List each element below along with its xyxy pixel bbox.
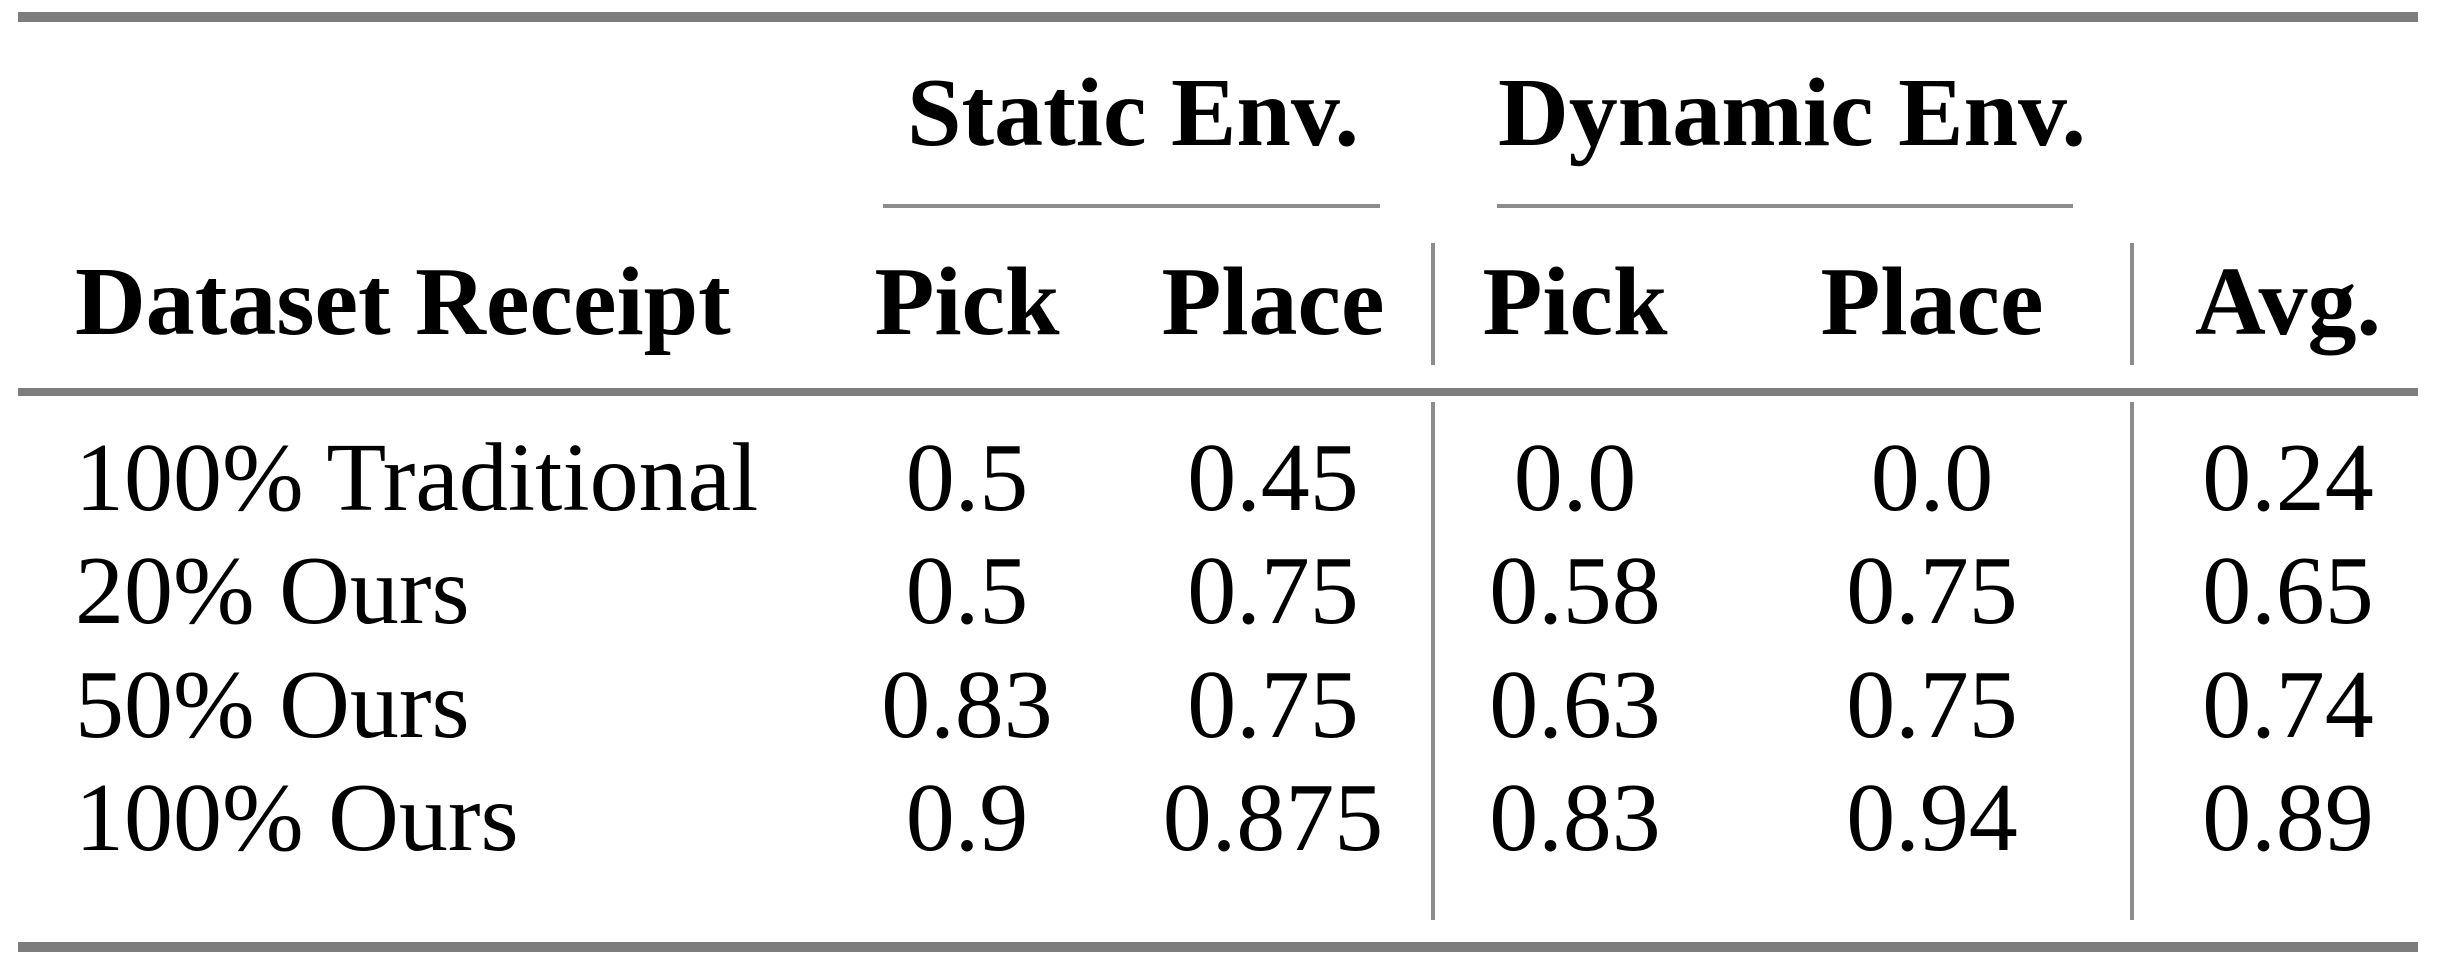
row-label-3: 50% Ours (75, 651, 470, 759)
column-group-dynamic-env: Dynamic Env. (1497, 59, 2087, 167)
top-rule (18, 12, 2418, 22)
header-body-divider-rule (18, 388, 2418, 396)
vertical-rule-static-dynamic-body (1431, 402, 1435, 920)
cell-r4-static-place: 0.875 (1162, 764, 1384, 872)
row-label-2: 20% Ours (75, 537, 470, 645)
vertical-rule-dynamic-avg-body (2130, 402, 2134, 920)
row-label-1: 100% Traditional (75, 424, 759, 532)
cell-r2-static-pick: 0.5 (905, 537, 1029, 645)
bottom-rule (18, 942, 2418, 952)
header-static-pick: Pick (874, 248, 1060, 356)
cell-r3-dynamic-place: 0.75 (1846, 651, 2018, 759)
header-avg: Avg. (2195, 248, 2381, 356)
cell-r2-dynamic-pick: 0.58 (1489, 537, 1661, 645)
column-group-static-env: Static Env. (907, 59, 1359, 167)
cell-r3-static-place: 0.75 (1187, 651, 1359, 759)
cell-r4-dynamic-place: 0.94 (1846, 764, 2018, 872)
cell-r1-avg: 0.24 (2202, 424, 2374, 532)
cell-r4-avg: 0.89 (2202, 764, 2374, 872)
row-label-4: 100% Ours (75, 764, 519, 872)
cell-r2-avg: 0.65 (2202, 537, 2374, 645)
cell-r4-static-pick: 0.9 (905, 764, 1029, 872)
cell-r1-static-pick: 0.5 (905, 424, 1029, 532)
static-env-underline-rule (883, 204, 1380, 208)
cell-r4-dynamic-pick: 0.83 (1489, 764, 1661, 872)
dynamic-env-underline-rule (1497, 204, 2073, 208)
cell-r2-dynamic-place: 0.75 (1846, 537, 2018, 645)
cell-r2-static-place: 0.75 (1187, 537, 1359, 645)
header-dynamic-pick: Pick (1482, 248, 1668, 356)
cell-r1-static-place: 0.45 (1187, 424, 1359, 532)
vertical-rule-dynamic-avg-header (2130, 243, 2134, 365)
header-static-place: Place (1161, 248, 1385, 356)
cell-r1-dynamic-pick: 0.0 (1513, 424, 1637, 532)
cell-r3-dynamic-pick: 0.63 (1489, 651, 1661, 759)
cell-r1-dynamic-place: 0.0 (1870, 424, 1994, 532)
header-row-label: Dataset Receipt (75, 248, 731, 356)
cell-r3-static-pick: 0.83 (881, 651, 1053, 759)
header-dynamic-place: Place (1820, 248, 2044, 356)
cell-r3-avg: 0.74 (2202, 651, 2374, 759)
vertical-rule-static-dynamic-header (1431, 243, 1435, 365)
